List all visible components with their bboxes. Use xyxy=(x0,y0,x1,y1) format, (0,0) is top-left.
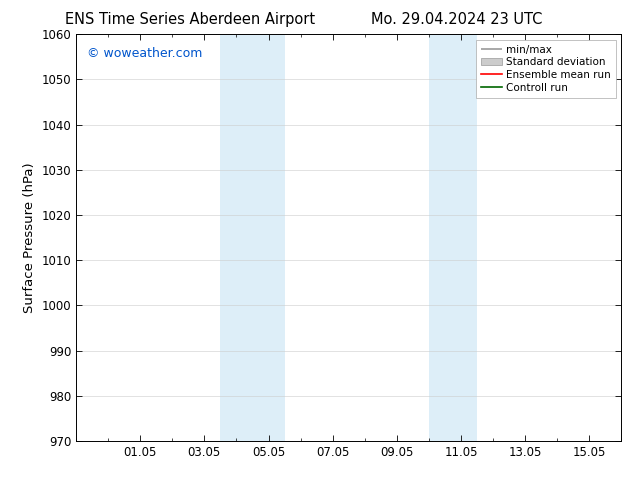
Text: Mo. 29.04.2024 23 UTC: Mo. 29.04.2024 23 UTC xyxy=(371,12,542,27)
Bar xyxy=(221,34,285,441)
Y-axis label: Surface Pressure (hPa): Surface Pressure (hPa) xyxy=(23,162,36,313)
Text: © woweather.com: © woweather.com xyxy=(87,47,202,59)
Text: ENS Time Series Aberdeen Airport: ENS Time Series Aberdeen Airport xyxy=(65,12,315,27)
Bar xyxy=(429,34,477,441)
Legend: min/max, Standard deviation, Ensemble mean run, Controll run: min/max, Standard deviation, Ensemble me… xyxy=(476,40,616,98)
